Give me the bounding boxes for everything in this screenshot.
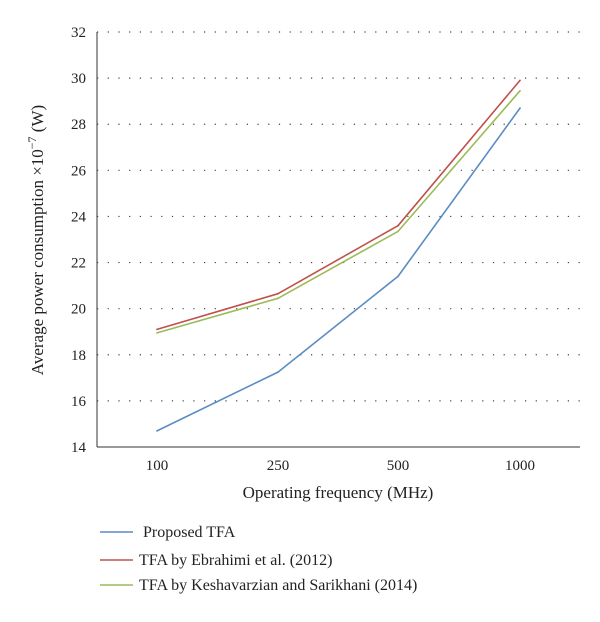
legend-label-1: TFA by Ebrahimi et al. (2012)	[139, 552, 332, 569]
legend: Proposed TFA TFA by Ebrahimi et al. (2012…	[100, 524, 417, 594]
data-point-s2-1	[277, 297, 279, 300]
series-line-1	[156, 79, 521, 331]
x-tick-label-250: 250	[267, 458, 290, 474]
y-tick-label-30: 30	[71, 71, 86, 87]
legend-label-2: TFA by Keshavarzian and Sarikhani (2014)	[139, 577, 417, 594]
axes	[96, 32, 580, 448]
y-axis-title: Average power consumption ×10−7 (W)	[25, 105, 47, 375]
data-point-s0-2	[397, 275, 399, 278]
series-line-2	[156, 90, 521, 334]
grid-lines	[97, 31, 580, 402]
y-tick-label-24: 24	[71, 209, 87, 225]
y-axis-title-exponent: −7	[25, 136, 39, 149]
data-point-s2-2	[397, 230, 399, 233]
x-tick-label-500: 500	[387, 458, 410, 474]
x-tick-labels: 100 250 500 1000	[146, 458, 535, 474]
data-point-s1-2	[397, 224, 399, 227]
x-tick-label-100: 100	[146, 458, 169, 474]
y-tick-label-18: 18	[71, 348, 86, 364]
y-tick-label-26: 26	[71, 163, 87, 179]
y-tick-label-16: 16	[71, 394, 87, 410]
data-point-s1-3	[519, 79, 521, 82]
x-tick-label-1000: 1000	[505, 458, 535, 474]
data-point-s2-0	[156, 332, 158, 334]
y-tick-label-22: 22	[71, 256, 86, 272]
data-point-s1-0	[156, 328, 158, 331]
y-tick-label-14: 14	[71, 440, 87, 456]
y-tick-labels: 14 16 18 20 22 24 26 28 30 32	[71, 25, 87, 456]
data-point-s0-1	[277, 371, 279, 373]
data-point-s0-0	[156, 430, 158, 432]
y-tick-label-28: 28	[71, 117, 86, 133]
series-lines	[156, 79, 521, 432]
data-point-s2-3	[519, 89, 521, 92]
y-tick-label-32: 32	[71, 25, 86, 41]
legend-label-0: Proposed TFA	[143, 524, 236, 541]
y-tick-label-20: 20	[71, 302, 86, 318]
x-axis-title: Operating frequency (MHz)	[243, 483, 434, 502]
data-point-s1-1	[277, 292, 279, 295]
data-point-s0-3	[519, 107, 521, 109]
y-axis-title-unit: (W)	[28, 105, 47, 137]
y-axis-title-main: Average power consumption ×10	[28, 149, 47, 375]
series-line-0	[156, 107, 521, 432]
